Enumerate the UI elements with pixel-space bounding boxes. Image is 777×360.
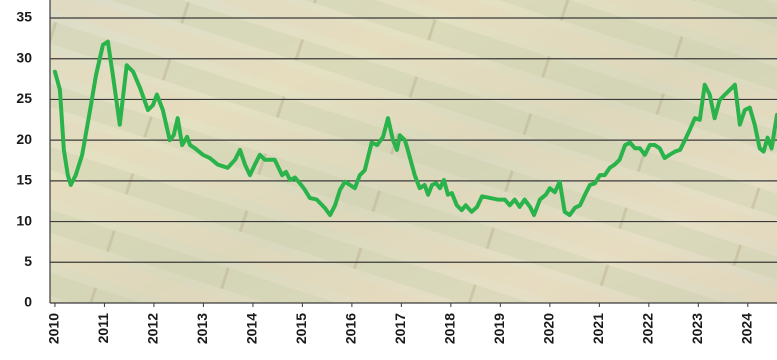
y-tick-label: 15 [16,172,32,188]
x-tick-label: 2024 [739,313,755,344]
x-tick-label: 2022 [640,313,656,344]
x-tick-label: 2018 [442,313,458,344]
y-tick-label: 30 [16,49,32,65]
y-tick-label: 25 [16,90,32,106]
x-tick-label: 2014 [244,313,260,344]
x-tick-label: 2019 [491,313,507,344]
x-tick-label: 2013 [194,313,210,344]
x-tick-label: 2012 [145,313,161,344]
plot-texture [50,0,777,303]
x-tick-label: 2017 [392,313,408,344]
x-tick-label: 2011 [95,313,111,344]
y-tick-label: 0 [24,294,32,310]
x-tick-label: 2015 [293,313,309,344]
axes: 0 5 10 15 20 25 30 35 2010 2011 2012 2013 2014 2015 20… [16,0,755,344]
x-tick-label: 2023 [689,313,705,344]
y-tick-label: 5 [24,253,32,269]
plot [52,39,777,218]
y-tick-label: 10 [16,212,32,228]
price-line [52,39,777,218]
y-tick-label: 35 [16,9,32,25]
x-tick-label: 2020 [541,313,557,344]
x-tick-label: 2010 [46,313,62,344]
x-tick-label: 2016 [343,313,359,344]
x-tick-label: 2021 [590,313,606,344]
grid [50,17,777,304]
y-tick-label: 20 [16,131,32,147]
